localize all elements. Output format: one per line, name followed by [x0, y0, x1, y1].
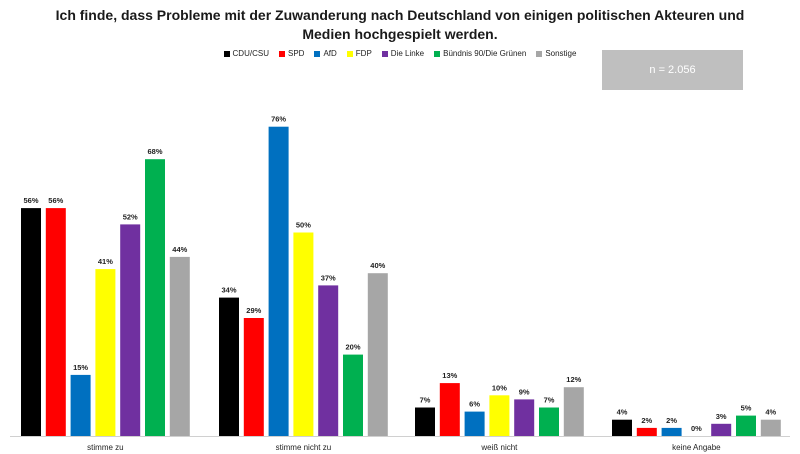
data-label-cdu-csu-keine-angabe: 4% [617, 408, 628, 417]
legend-swatch [314, 50, 321, 57]
legend-swatch [278, 50, 285, 57]
bar-cdu-csu-stimme-nicht-zu [219, 297, 239, 436]
legend-item-spd: SPD [278, 49, 305, 58]
data-label-b-ndnis-90-die-gr-nen-stimme-nicht-zu: 20% [345, 343, 360, 352]
bar-die-linke-wei-nicht [514, 399, 535, 436]
bar-spd-stimme-zu [45, 208, 66, 436]
data-label-die-linke-stimme-nicht-zu: 37% [321, 273, 336, 282]
bar-fdp-wei-nicht [489, 395, 510, 436]
legend-item-cdu-csu: CDU/CSU [223, 49, 269, 58]
bar-b-ndnis-90-die-gr-nen-stimme-nicht-zu [343, 354, 363, 436]
bar-die-linke-stimme-zu [120, 224, 141, 436]
data-label-afd-stimme-zu: 15% [73, 363, 88, 372]
data-label-fdp-keine-angabe: 0% [691, 424, 702, 433]
legend-item-fdp: FDP [346, 49, 372, 58]
bar-die-linke-stimme-nicht-zu [318, 285, 339, 436]
legend-swatch [223, 50, 230, 57]
bar-afd-keine-angabe [661, 427, 682, 436]
bar-b-ndnis-90-die-gr-nen-stimme-zu [145, 159, 165, 436]
data-label-sonstige-wei-nicht: 12% [566, 375, 581, 384]
data-label-spd-keine-angabe: 2% [641, 416, 652, 425]
data-label-b-ndnis-90-die-gr-nen-wei-nicht: 7% [544, 396, 555, 405]
data-label-cdu-csu-wei-nicht: 7% [420, 396, 431, 405]
data-label-die-linke-wei-nicht: 9% [519, 387, 530, 396]
data-label-spd-stimme-nicht-zu: 29% [246, 306, 261, 315]
data-label-sonstige-keine-angabe: 4% [765, 408, 776, 417]
bar-sonstige-keine-angabe [760, 419, 781, 436]
data-label-fdp-wei-nicht: 10% [492, 383, 507, 392]
category-label-keine-angabe: keine Angabe [672, 443, 721, 452]
bar-cdu-csu-wei-nicht [415, 407, 435, 436]
data-label-spd-wei-nicht: 13% [442, 371, 457, 380]
chart-title: Ich finde, dass Probleme mit der Zuwande… [0, 6, 800, 44]
legend-label: Sonstige [545, 49, 577, 58]
legend-item-afd: AfD [314, 49, 337, 58]
data-label-b-ndnis-90-die-gr-nen-keine-angabe: 5% [741, 404, 752, 413]
legend-label: FDP [355, 49, 372, 58]
data-label-cdu-csu-stimme-nicht-zu: 34% [221, 286, 236, 295]
legend-swatch [381, 50, 388, 57]
legend-swatch [346, 50, 353, 57]
bar-sonstige-wei-nicht [563, 387, 584, 436]
bar-fdp-stimme-nicht-zu [293, 232, 314, 436]
data-label-spd-stimme-zu: 56% [48, 196, 63, 205]
legend-item-sonstige: Sonstige [536, 49, 576, 58]
bar-spd-wei-nicht [439, 383, 460, 436]
legend-label: Die Linke [390, 49, 425, 58]
bar-afd-wei-nicht [464, 411, 485, 436]
data-label-die-linke-keine-angabe: 3% [716, 412, 727, 421]
legend-label: AfD [323, 49, 337, 58]
sample-size-label: n = 2.056 [649, 64, 696, 76]
data-label-fdp-stimme-zu: 41% [98, 257, 113, 266]
bar-afd-stimme-nicht-zu [268, 126, 289, 436]
data-label-sonstige-stimme-zu: 44% [172, 245, 187, 254]
data-label-sonstige-stimme-nicht-zu: 40% [370, 261, 385, 270]
bar-spd-keine-angabe [636, 427, 657, 436]
bar-sonstige-stimme-zu [169, 256, 190, 436]
bar-sonstige-stimme-nicht-zu [367, 273, 388, 436]
legend-swatch [536, 50, 543, 57]
chart-title-line-2: Medien hochgespielt werden. [302, 26, 498, 42]
data-label-afd-stimme-nicht-zu: 76% [271, 115, 286, 124]
bar-cdu-csu-stimme-zu [21, 208, 41, 436]
bar-b-ndnis-90-die-gr-nen-keine-angabe [736, 415, 756, 436]
sample-size-box: n = 2.056 [602, 50, 743, 90]
data-label-b-ndnis-90-die-gr-nen-stimme-zu: 68% [147, 147, 162, 156]
legend-label: SPD [287, 49, 305, 58]
bar-spd-stimme-nicht-zu [243, 318, 264, 436]
data-label-die-linke-stimme-zu: 52% [123, 212, 138, 221]
bar-fdp-stimme-zu [95, 269, 116, 436]
category-label-wei-nicht: weiß nicht [480, 443, 518, 452]
legend: CDU/CSU SPD AfD FDP Die Linke Bündnis 90/Die … [0, 49, 800, 58]
legend-label: Bündnis 90/Die Grünen [443, 49, 527, 58]
bar-b-ndnis-90-die-gr-nen-wei-nicht [539, 407, 559, 436]
bar-afd-stimme-zu [70, 374, 91, 436]
data-label-afd-wei-nicht: 6% [469, 400, 480, 409]
legend-label: CDU/CSU [232, 49, 269, 58]
bar-cdu-csu-keine-angabe [612, 419, 632, 436]
legend-item-die-linke: Die Linke [381, 49, 425, 58]
legend-swatch [434, 50, 441, 57]
category-label-stimme-nicht-zu: stimme nicht zu [276, 443, 332, 452]
data-label-cdu-csu-stimme-zu: 56% [23, 196, 38, 205]
data-label-fdp-stimme-nicht-zu: 50% [296, 221, 311, 230]
data-label-afd-keine-angabe: 2% [666, 416, 677, 425]
chart-title-line-1: Ich finde, dass Probleme mit der Zuwande… [55, 7, 745, 23]
bar-die-linke-keine-angabe [711, 423, 732, 436]
category-label-stimme-zu: stimme zu [87, 443, 123, 452]
legend-item-b-ndnis-90-die-gr-nen: Bündnis 90/Die Grünen [434, 49, 526, 58]
